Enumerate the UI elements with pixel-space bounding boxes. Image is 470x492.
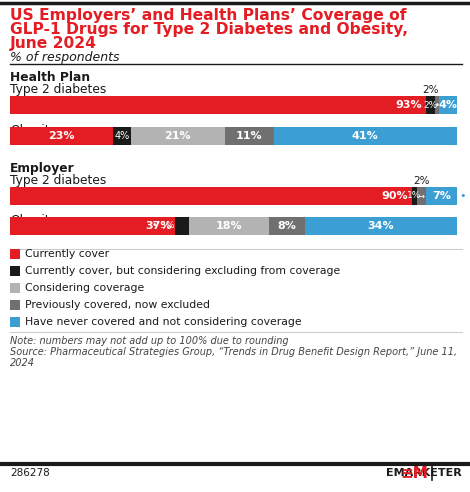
- Text: 23%: 23%: [48, 131, 75, 141]
- Text: 2%: 2%: [422, 85, 439, 95]
- Bar: [269, 217, 305, 235]
- Bar: [10, 283, 20, 293]
- Text: 41%: 41%: [352, 131, 379, 141]
- Bar: [417, 187, 426, 205]
- Bar: [10, 300, 20, 310]
- Bar: [305, 217, 457, 235]
- Bar: [412, 187, 417, 205]
- Text: 21%: 21%: [164, 131, 191, 141]
- Text: ≡M: ≡M: [400, 465, 428, 481]
- Text: Health Plan: Health Plan: [10, 71, 90, 84]
- Text: • 3%: • 3%: [152, 221, 174, 230]
- Bar: [10, 187, 412, 205]
- Text: 37%: 37%: [145, 221, 172, 231]
- Text: •: •: [459, 191, 465, 201]
- Text: 4%: 4%: [439, 100, 458, 110]
- Text: % of respondents: % of respondents: [10, 51, 119, 64]
- Text: 2024: 2024: [10, 358, 35, 368]
- Bar: [10, 96, 426, 114]
- Text: Previously covered, now excluded: Previously covered, now excluded: [25, 300, 210, 310]
- Text: 90%: 90%: [382, 191, 408, 201]
- Text: US Employers’ and Health Plans’ Coverage of: US Employers’ and Health Plans’ Coverage…: [10, 8, 407, 23]
- Bar: [175, 217, 189, 235]
- Text: 93%: 93%: [395, 100, 422, 110]
- Bar: [131, 127, 225, 145]
- Text: 8%: 8%: [278, 221, 297, 231]
- Text: Type 2 diabetes: Type 2 diabetes: [10, 174, 106, 187]
- Text: •: •: [434, 100, 439, 110]
- Text: GLP-1 Drugs for Type 2 Diabetes and Obesity,: GLP-1 Drugs for Type 2 Diabetes and Obes…: [10, 22, 408, 37]
- Bar: [10, 317, 20, 327]
- Bar: [274, 127, 457, 145]
- Text: Note: numbers may not add up to 100% due to rounding: Note: numbers may not add up to 100% due…: [10, 336, 289, 346]
- Text: Type 2 diabetes: Type 2 diabetes: [10, 83, 106, 96]
- Text: Obesity: Obesity: [10, 214, 57, 227]
- Bar: [10, 249, 20, 259]
- Bar: [10, 266, 20, 276]
- Bar: [189, 217, 269, 235]
- Text: 7%: 7%: [432, 191, 451, 201]
- Text: 1%: 1%: [407, 191, 422, 201]
- Text: 2%: 2%: [423, 100, 437, 110]
- Text: 11%: 11%: [236, 131, 262, 141]
- Text: 286278: 286278: [10, 468, 50, 478]
- Bar: [10, 127, 113, 145]
- Text: Source: Pharmaceutical Strategies Group, “Trends in Drug Benefit Design Report,”: Source: Pharmaceutical Strategies Group,…: [10, 347, 457, 357]
- Text: 4%: 4%: [114, 131, 129, 141]
- Bar: [435, 96, 439, 114]
- Text: Considering coverage: Considering coverage: [25, 283, 144, 293]
- Bar: [225, 127, 274, 145]
- Text: Currently cover, but considering excluding from coverage: Currently cover, but considering excludi…: [25, 266, 340, 276]
- Text: →: →: [418, 191, 425, 201]
- Text: Currently cover: Currently cover: [25, 249, 109, 259]
- Text: Employer: Employer: [10, 162, 75, 175]
- Text: Obesity: Obesity: [10, 124, 57, 137]
- Text: EMARKETER: EMARKETER: [386, 468, 462, 478]
- Text: Have never covered and not considering coverage: Have never covered and not considering c…: [25, 317, 302, 327]
- Text: 18%: 18%: [216, 221, 243, 231]
- Bar: [439, 96, 457, 114]
- Bar: [113, 127, 131, 145]
- Bar: [10, 217, 175, 235]
- Text: 2%: 2%: [413, 176, 430, 186]
- Text: June 2024: June 2024: [10, 36, 97, 51]
- Bar: [426, 96, 435, 114]
- Bar: [426, 187, 457, 205]
- Text: 34%: 34%: [368, 221, 394, 231]
